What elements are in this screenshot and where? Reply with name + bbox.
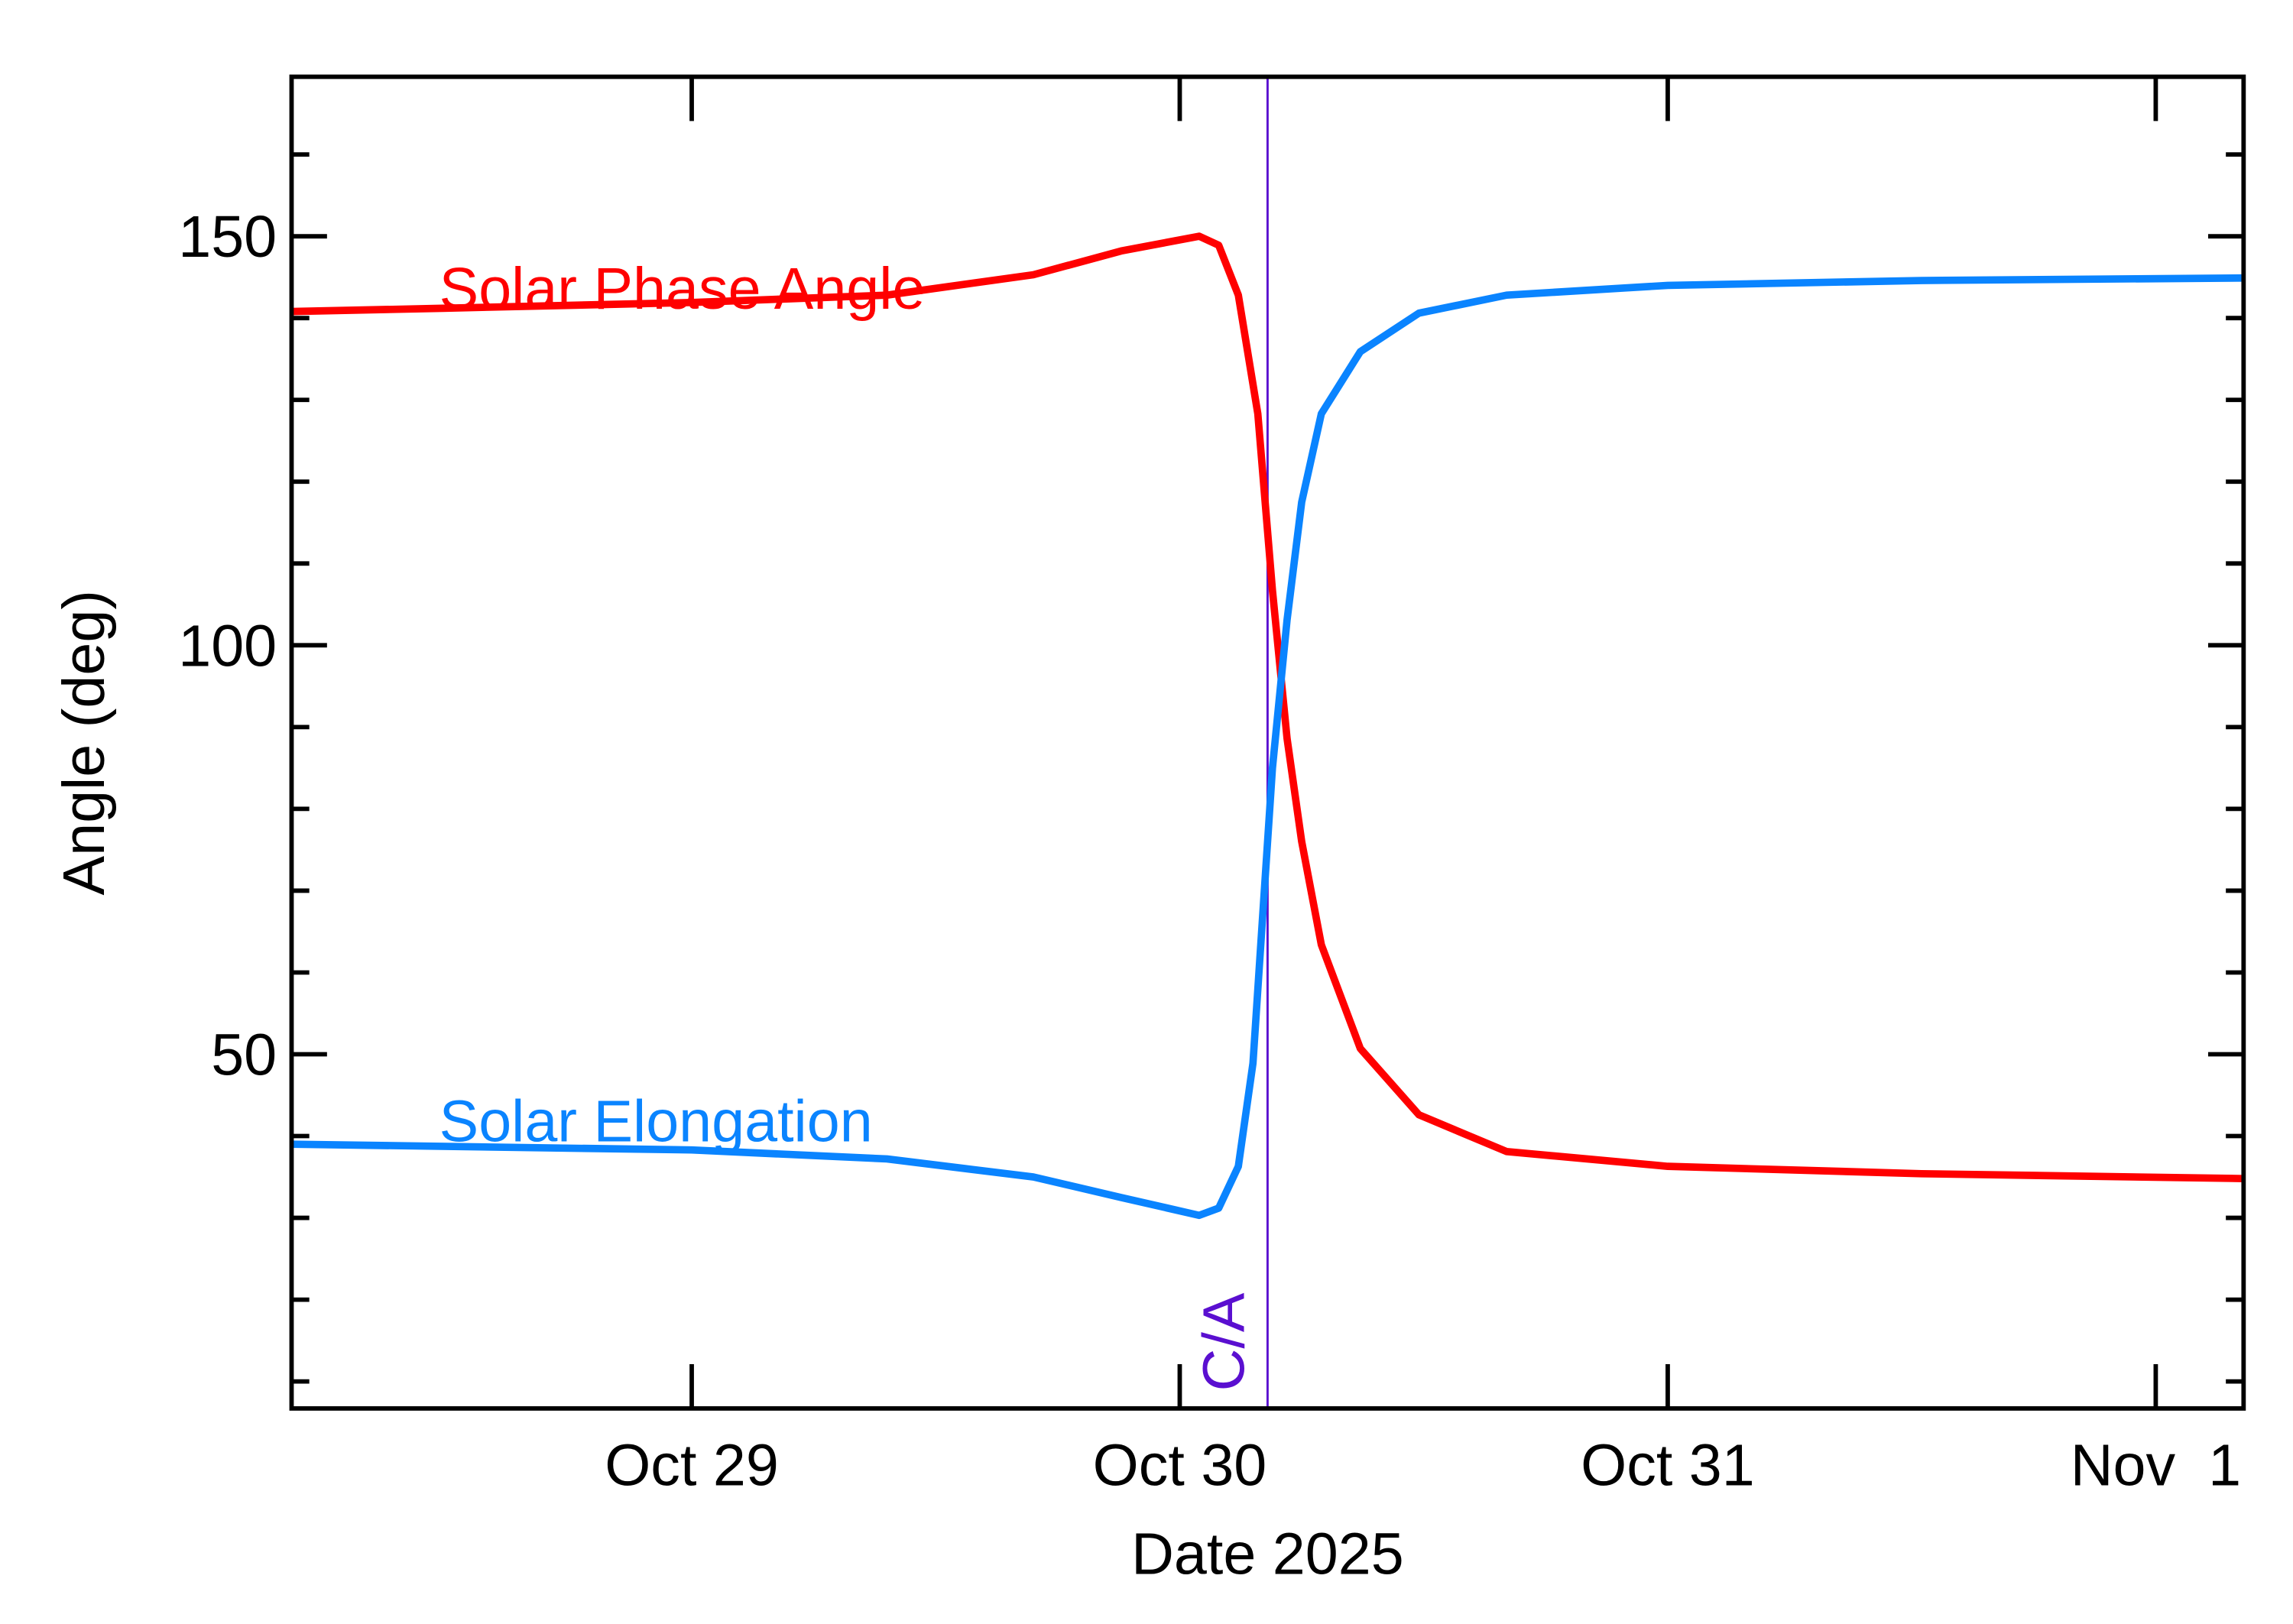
series-label: Solar Phase Angle	[439, 256, 926, 322]
y-tick-label: 150	[178, 204, 277, 270]
series-line	[291, 232, 2244, 1182]
y-tick-label: 50	[211, 1023, 277, 1088]
series-label: Solar Elongation	[439, 1088, 873, 1154]
x-tick-label: Oct 29	[605, 1432, 779, 1498]
x-tick-label: Oct 31	[1581, 1432, 1755, 1498]
y-tick-label: 100	[178, 613, 277, 679]
series-line	[291, 274, 2244, 1220]
closest-approach-label: C/A	[1192, 1292, 1257, 1391]
plot-frame	[289, 74, 2246, 1411]
x-tick-label: Nov 1	[2071, 1432, 2241, 1498]
x-tick-label: Oct 30	[1093, 1432, 1267, 1498]
x-axis-label: Date 2025	[1131, 1521, 1404, 1587]
y-axis-label: Angle (deg)	[51, 590, 117, 895]
